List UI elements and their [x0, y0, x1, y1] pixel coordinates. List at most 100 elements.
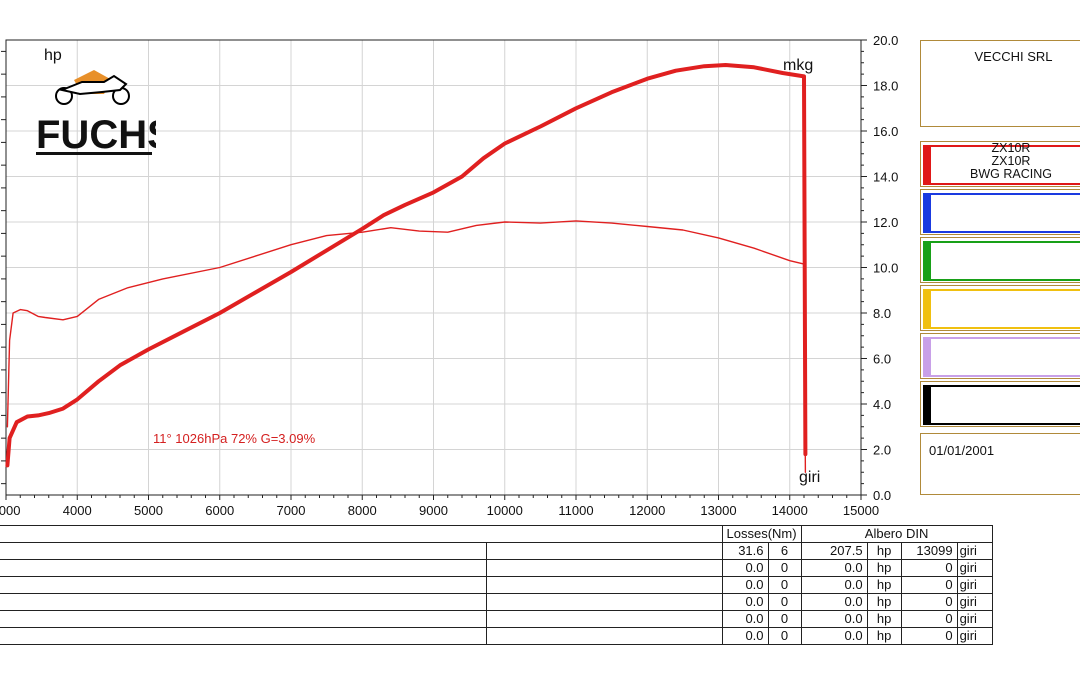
right-tick-label: 14.0 — [873, 170, 898, 185]
x-tick-label: 10000 — [487, 503, 523, 518]
rpm-unit: giri — [956, 576, 993, 594]
right-axis-ticks: 0.0 2.0 4.0 6.0 8.0 10.0 12.0 14.0 16.0 18.0 20.0 — [861, 33, 898, 503]
legend-swatch — [923, 289, 931, 329]
power-value: 0.0 — [800, 610, 868, 628]
x-tick-label: 5000 — [134, 503, 163, 518]
loss-value: 0.0 — [721, 593, 769, 611]
legend-entry — [920, 189, 1080, 235]
row-empty-cell — [485, 627, 723, 645]
rpm-unit: giri — [956, 627, 993, 645]
dyno-chart: 0.02.04.06.08.010.012.014.016.018.020.0 … — [0, 33, 898, 518]
legend-entry — [920, 333, 1080, 379]
legend-swatch — [923, 385, 931, 425]
legend-frame — [931, 241, 1080, 281]
left-axis-ticks — [1, 50, 6, 485]
x-axis-label: giri — [799, 469, 820, 486]
right-tick-label: 6.0 — [873, 352, 891, 367]
legend-frame — [931, 289, 1080, 329]
legend-swatch — [923, 193, 931, 233]
conditions-annotation: 11° 1026hPa 72% G=3.09% — [153, 431, 316, 446]
series-group — [5, 63, 808, 473]
row-empty-cell — [0, 576, 487, 594]
legend-entry: ZX10R ZX10R BWG RACING — [920, 141, 1080, 187]
power-unit: hp — [866, 627, 902, 645]
rpm-unit: giri — [956, 593, 993, 611]
loss-count: 6 — [767, 542, 802, 560]
albero-header: Albero DIN — [800, 525, 993, 543]
power-unit: hp — [866, 559, 902, 577]
loss-value: 31.6 — [721, 542, 769, 560]
power-unit: hp — [866, 576, 902, 594]
x-tick-label: 11000 — [558, 503, 593, 518]
right-tick-label: 10.0 — [873, 261, 898, 276]
rpm-value: 13099 — [900, 542, 958, 560]
svg-text:FUCHS: FUCHS — [36, 113, 156, 157]
power-value: 0.0 — [800, 593, 868, 611]
power-unit: hp — [866, 593, 902, 611]
row-empty-cell — [0, 542, 487, 560]
x-tick-label: 14000 — [772, 503, 808, 518]
motorcycle-logo-icon: FUCHS — [36, 70, 174, 157]
right-tick-label: 12.0 — [873, 215, 898, 230]
legend-line: ZX10R — [991, 154, 1031, 168]
loss-count: 0 — [767, 559, 802, 577]
right-tick-label: 0.0 — [873, 488, 891, 503]
legend-frame — [931, 193, 1080, 233]
x-tick-label: 15000 — [843, 503, 879, 518]
power-value: 207.5 — [800, 542, 868, 560]
fuchs-logo: FUCHS — [34, 68, 174, 158]
company-box: VECCHI SRL — [920, 40, 1080, 127]
legend-entry — [920, 381, 1080, 427]
rpm-unit: giri — [956, 559, 993, 577]
legend-swatch — [923, 337, 931, 377]
legend-swatch — [923, 241, 931, 281]
right-tick-label: 2.0 — [873, 443, 891, 458]
power-value: 0.0 — [800, 627, 868, 645]
table-row: 0.0 0 0.0 hp 0 giri — [0, 576, 993, 594]
right-tick-label: 18.0 — [873, 79, 898, 94]
row-empty-cell — [485, 542, 723, 560]
power-value: 0.0 — [800, 576, 868, 594]
date-box: 01/01/2001 — [920, 433, 1080, 495]
row-empty-cell — [485, 576, 723, 594]
right-tick-label: 16.0 — [873, 124, 898, 139]
x-tick-label: 13000 — [700, 503, 736, 518]
row-empty-cell — [485, 610, 723, 628]
loss-value: 0.0 — [721, 610, 769, 628]
rpm-value: 0 — [900, 593, 958, 611]
x-axis-ticks: 3000 4000 5000 6000 7000 8000 9000 10000 11000 12… — [0, 495, 879, 518]
results-table: Losses(Nm) Albero DIN 31.6 6 207.5 hp 13099 g… — [0, 525, 993, 645]
losses-header: Losses(Nm) — [721, 525, 802, 543]
rpm-unit: giri — [956, 542, 993, 560]
x-tick-label: 9000 — [419, 503, 448, 518]
row-empty-cell — [0, 610, 487, 628]
loss-count: 0 — [767, 593, 802, 611]
legend-line: ZX10R — [991, 141, 1031, 155]
test-date: 01/01/2001 — [929, 443, 995, 458]
row-empty-cell — [485, 559, 723, 577]
table-row: 0.0 0 0.0 hp 0 giri — [0, 610, 993, 628]
rpm-value: 0 — [900, 610, 958, 628]
right-axis-label: mkg — [783, 57, 813, 74]
right-tick-label: 8.0 — [873, 306, 891, 321]
company-name: VECCHI SRL — [974, 49, 1053, 64]
x-tick-label: 3000 — [0, 503, 20, 518]
x-tick-label: 7000 — [277, 503, 306, 518]
torque-curve — [5, 63, 808, 468]
row-empty-cell — [485, 593, 723, 611]
x-tick-label: 8000 — [348, 503, 377, 518]
right-tick-label: 4.0 — [873, 397, 891, 412]
legend-frame — [931, 385, 1080, 425]
legend-frame — [931, 337, 1080, 377]
power-curve — [6, 220, 807, 473]
legend-line: BWG RACING — [970, 167, 1052, 181]
rpm-unit: giri — [956, 610, 993, 628]
row-empty-cell — [0, 627, 487, 645]
table-row: 0.0 0 0.0 hp 0 giri — [0, 627, 993, 645]
table-row: 0.0 0 0.0 hp 0 giri — [0, 593, 993, 611]
rpm-value: 0 — [900, 627, 958, 645]
row-empty-cell — [0, 593, 487, 611]
legend-swatch — [923, 145, 931, 185]
loss-value: 0.0 — [721, 576, 769, 594]
loss-value: 0.0 — [721, 559, 769, 577]
